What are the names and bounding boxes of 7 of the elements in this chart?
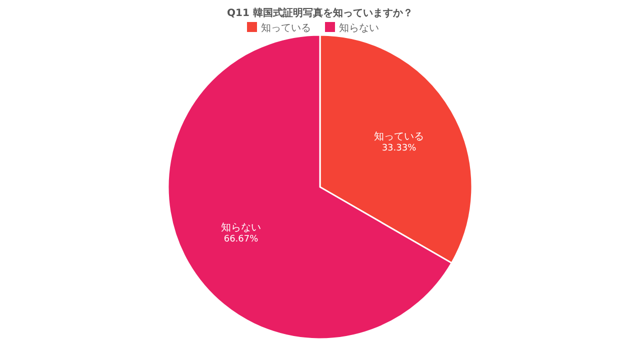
data-label: 66.67% (224, 234, 259, 245)
slice-label: 知っている (374, 130, 424, 142)
legend-label: 知っている (261, 22, 311, 34)
slice-label: 知らない (221, 222, 262, 234)
data-label: 33.33% (382, 143, 417, 154)
legend-label: 知らない (339, 22, 379, 34)
chart-title: Q11 韓国式証明写真を知っていますか？ (227, 7, 413, 19)
